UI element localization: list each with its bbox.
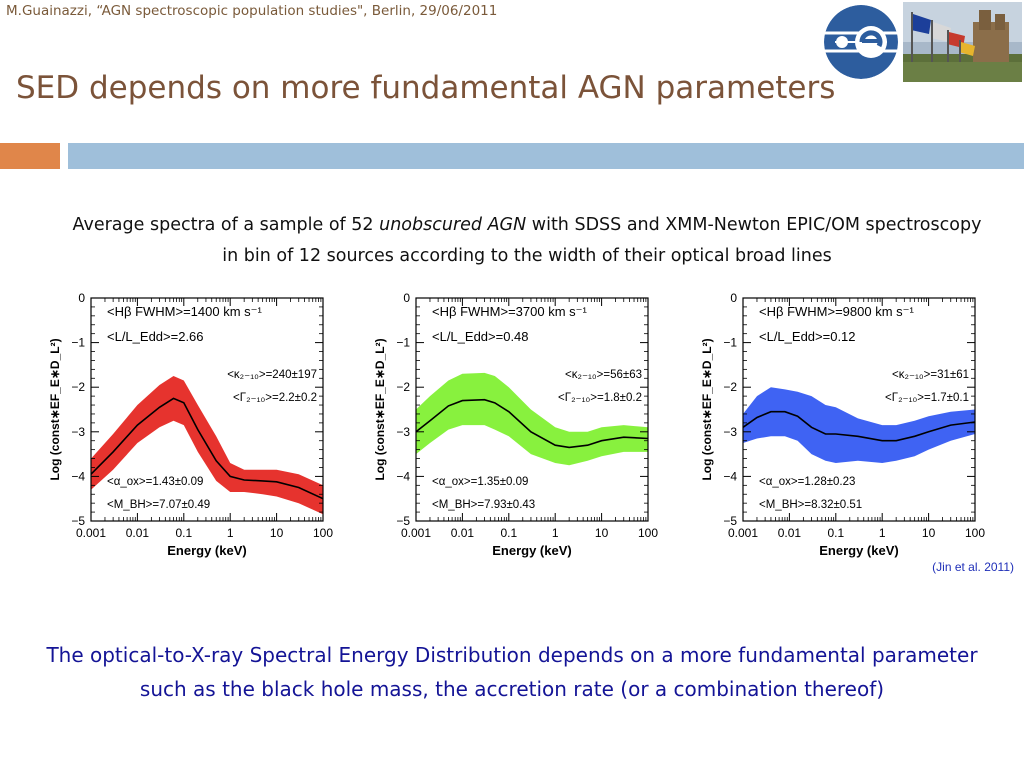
annotation-eddington-ratio: <L/L_Edd>=0.12 bbox=[759, 329, 856, 344]
x-tick-label: 1 bbox=[227, 526, 234, 540]
intro-text-before: Average spectra of a sample of 52 bbox=[72, 215, 380, 235]
y-tick-label: −5 bbox=[396, 514, 410, 528]
accent-bar-orange bbox=[0, 143, 60, 169]
y-axis-label: Log (const∗EF_E∗D_L²) bbox=[48, 338, 62, 480]
sed-plot-3: 0.001 0.01 0.1 1 10 100 0 −1 −2 −3 −4 −5 Energy (keV… bbox=[700, 291, 985, 558]
x-axis-label: Energy (keV) bbox=[819, 543, 898, 558]
y-tick-label: −2 bbox=[396, 380, 410, 394]
annotation-hbeta-fwhm: <Hβ FWHM>=9800 km s⁻¹ bbox=[759, 304, 915, 319]
annotation-alpha-ox: <α_ox>=1.35±0.09 bbox=[432, 476, 528, 488]
annotation-gamma: <Γ₂₋₁₀>=2.2±0.2 bbox=[233, 392, 317, 404]
y-tick-label: −3 bbox=[396, 425, 410, 439]
y-tick-label: −5 bbox=[71, 514, 85, 528]
sed-mean-line bbox=[742, 410, 976, 442]
sed-error-band bbox=[743, 387, 975, 463]
x-tick-label: 1 bbox=[552, 526, 559, 540]
plot-frame bbox=[415, 297, 649, 522]
y-tick-label: −3 bbox=[723, 425, 737, 439]
sed-plot-2: 0.001 0.01 0.1 1 10 100 0 −1 −2 −3 −4 −5 Energy (keV… bbox=[373, 291, 658, 558]
sed-mean-line bbox=[90, 397, 324, 500]
annotation-alpha-ox: <α_ox>=1.28±0.23 bbox=[759, 476, 855, 488]
plot-frame bbox=[90, 297, 324, 522]
annotation-kappa: <κ₂₋₁₀>=56±63 bbox=[565, 369, 642, 381]
sed-mean-line bbox=[415, 398, 649, 449]
reference-citation: (Jin et al. 2011) bbox=[932, 560, 1014, 574]
x-axis-label: Energy (keV) bbox=[167, 543, 246, 558]
annotation-kappa: <κ₂₋₁₀>=31±61 bbox=[892, 369, 969, 381]
y-tick-label: 0 bbox=[78, 291, 85, 305]
y-axis-label: Log (const∗EF_E∗D_L²) bbox=[373, 338, 387, 480]
annotation-black-hole-mass: <M_BH>=7.07±0.49 bbox=[107, 499, 210, 511]
y-axis-label: Log (const∗EF_E∗D_L²) bbox=[700, 338, 714, 480]
annotation-alpha-ox: <α_ox>=1.43±0.09 bbox=[107, 476, 203, 488]
y-tick-label: −1 bbox=[723, 336, 737, 350]
x-tick-label: 100 bbox=[638, 526, 658, 540]
y-tick-label: −1 bbox=[71, 336, 85, 350]
y-tick-label: 0 bbox=[403, 291, 410, 305]
esa-logo-icon bbox=[824, 5, 898, 79]
y-tick-label: −1 bbox=[396, 336, 410, 350]
x-tick-label: 10 bbox=[595, 526, 609, 540]
x-tick-label: 100 bbox=[965, 526, 985, 540]
annotation-black-hole-mass: <M_BH>=7.93±0.43 bbox=[432, 499, 535, 511]
x-tick-label: 0.001 bbox=[76, 526, 106, 540]
y-tick-label: −4 bbox=[723, 469, 737, 483]
y-tick-label: −4 bbox=[396, 469, 410, 483]
intro-paragraph: Average spectra of a sample of 52 unobsc… bbox=[64, 210, 990, 272]
intro-text-after: with SDSS and XMM-Newton EPIC/OM spectro… bbox=[222, 215, 982, 266]
annotation-kappa: <κ₂₋₁₀>=240±197 bbox=[227, 369, 317, 381]
x-tick-label: 0.1 bbox=[175, 526, 192, 540]
x-tick-label: 0.001 bbox=[728, 526, 758, 540]
annotation-eddington-ratio: <L/L_Edd>=2.66 bbox=[107, 329, 204, 344]
y-tick-label: −3 bbox=[71, 425, 85, 439]
header-citation: M.Guainazzi, “AGN spectroscopic populati… bbox=[6, 3, 498, 19]
x-tick-label: 0.1 bbox=[827, 526, 844, 540]
annotation-gamma: <Γ₂₋₁₀>=1.8±0.2 bbox=[558, 392, 642, 404]
x-tick-label: 0.01 bbox=[451, 526, 475, 540]
x-tick-label: 0.01 bbox=[778, 526, 802, 540]
annotation-hbeta-fwhm: <Hβ FWHM>=3700 km s⁻¹ bbox=[432, 304, 588, 319]
conclusion-text: The optical-to-X-ray Spectral Energy Dis… bbox=[46, 643, 978, 701]
x-tick-label: 1 bbox=[879, 526, 886, 540]
annotation-eddington-ratio: <L/L_Edd>=0.48 bbox=[432, 329, 529, 344]
x-axis-label: Energy (keV) bbox=[492, 543, 571, 558]
x-tick-label: 100 bbox=[313, 526, 333, 540]
annotation-gamma: <Γ₂₋₁₀>=1.7±0.1 bbox=[885, 392, 969, 404]
x-tick-label: 10 bbox=[270, 526, 284, 540]
intro-text-italic: unobscured AGN bbox=[379, 215, 527, 235]
x-tick-label: 0.01 bbox=[126, 526, 150, 540]
slide-title: SED depends on more fundamental AGN para… bbox=[16, 70, 836, 106]
accent-bar-blue bbox=[68, 143, 1024, 169]
flags-castle-photo bbox=[903, 2, 1022, 82]
x-tick-label: 0.001 bbox=[401, 526, 431, 540]
plot-frame bbox=[742, 297, 976, 522]
y-tick-label: −4 bbox=[71, 469, 85, 483]
annotation-black-hole-mass: <M_BH>=8.32±0.51 bbox=[759, 499, 862, 511]
y-tick-label: −5 bbox=[723, 514, 737, 528]
y-tick-label: −2 bbox=[71, 380, 85, 394]
y-tick-label: 0 bbox=[730, 291, 737, 305]
annotation-hbeta-fwhm: <Hβ FWHM>=1400 km s⁻¹ bbox=[107, 304, 263, 319]
sed-error-band bbox=[416, 372, 648, 466]
x-tick-label: 0.1 bbox=[500, 526, 517, 540]
y-tick-label: −2 bbox=[723, 380, 737, 394]
x-tick-label: 10 bbox=[922, 526, 936, 540]
sed-plot-1: 0.001 0.01 0.1 1 10 100 0 −1 −2 −3 −4 −5 Energy (keV… bbox=[48, 291, 333, 558]
